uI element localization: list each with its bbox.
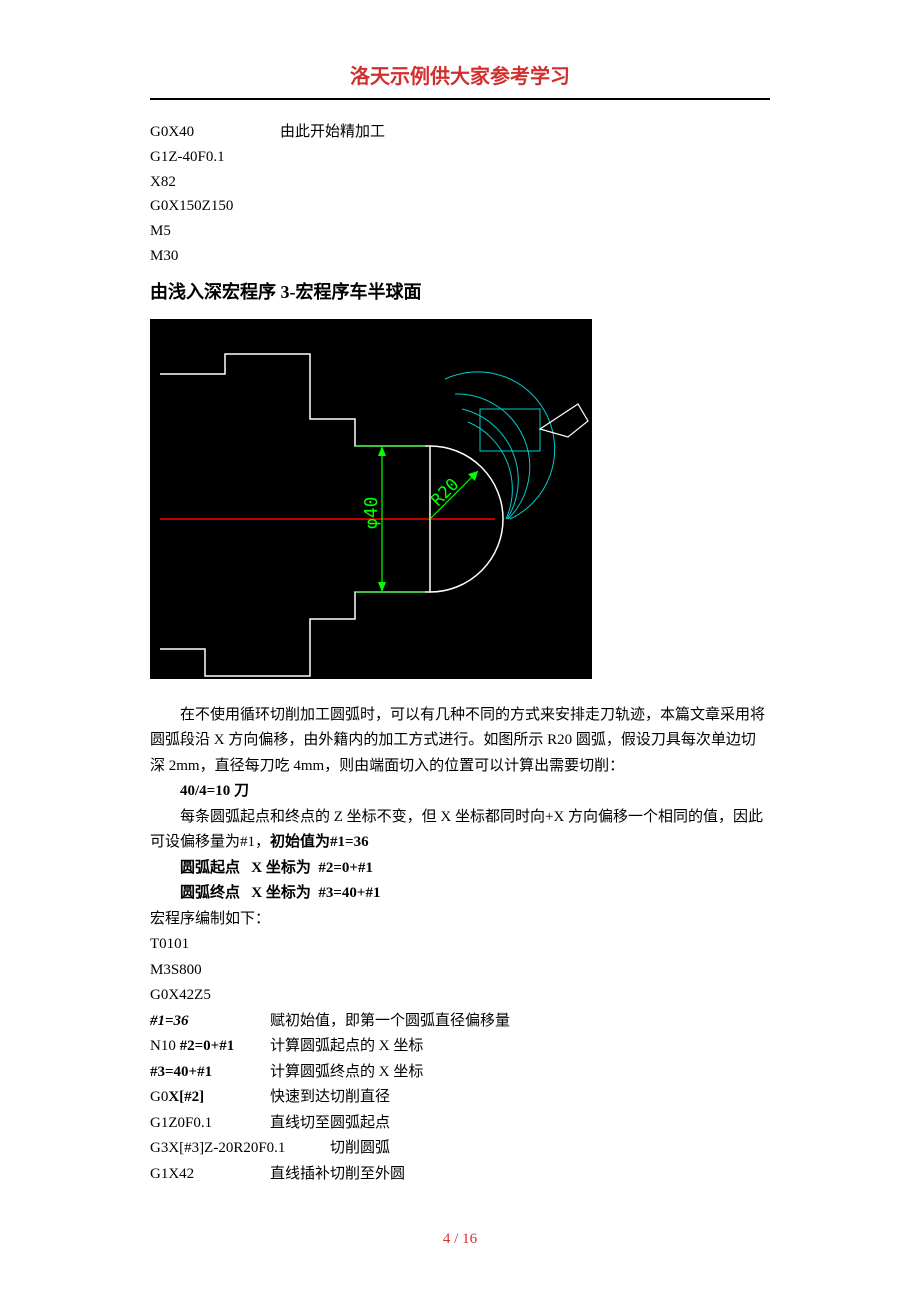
prog-line: G3X[#3]Z-20R20F0.1切削圆弧 — [150, 1136, 770, 1162]
arc-start-line: 圆弧起点 X 坐标为 #2=0+#1 — [150, 856, 770, 882]
code-line: M30 — [150, 244, 770, 269]
prog-line: G0X[#2]快速到达切削直径 — [150, 1085, 770, 1111]
formula-line: 40/4=10 刀 — [150, 779, 770, 805]
arc-end-line: 圆弧终点 X 坐标为 #3=40+#1 — [150, 881, 770, 907]
svg-text:φ40: φ40 — [361, 497, 382, 530]
prog-intro: 宏程序编制如下： — [150, 907, 770, 933]
code-cmd: G1Z-40F0.1 — [150, 149, 225, 165]
prog-line: G1X42直线插补切削至外圆 — [150, 1162, 770, 1188]
code-comment: 由此开始精加工 — [280, 124, 385, 140]
code-block-top: G0X40由此开始精加工 G1Z-40F0.1 X82 G0X150Z150 M… — [150, 120, 770, 269]
code-cmd: G0X40 — [150, 120, 280, 145]
code-cmd: G0X150Z150 — [150, 198, 233, 214]
code-line: M5 — [150, 219, 770, 244]
prog-line: N10 #2=0+#1计算圆弧起点的 X 坐标 — [150, 1034, 770, 1060]
prog-line: #3=40+#1计算圆弧终点的 X 坐标 — [150, 1060, 770, 1086]
prog-line: #1=36赋初始值，即第一个圆弧直径偏移量 — [150, 1009, 770, 1035]
page-footer: 4 / 16 — [150, 1227, 770, 1253]
code-cmd: X82 — [150, 174, 176, 190]
prog-line: G1Z0F0.1直线切至圆弧起点 — [150, 1111, 770, 1137]
code-cmd: M30 — [150, 248, 178, 264]
cad-diagram: φ40 R20 — [150, 319, 592, 679]
prog-line: G0X42Z5 — [150, 983, 770, 1009]
code-cmd: M5 — [150, 223, 171, 239]
prog-line: M3S800 — [150, 958, 770, 984]
page-total: 16 — [462, 1231, 477, 1247]
paragraph: 在不使用循环切削加工圆弧时，可以有几种不同的方式来安排走刀轨迹，本篇文章采用将圆… — [150, 703, 770, 780]
program-block: T0101 M3S800 G0X42Z5 #1=36赋初始值，即第一个圆弧直径偏… — [150, 932, 770, 1187]
code-line: G1Z-40F0.1 — [150, 145, 770, 170]
section-title: 由浅入深宏程序 3-宏程序车半球面 — [150, 277, 770, 308]
code-line: G0X40由此开始精加工 — [150, 120, 770, 145]
paragraph: 每条圆弧起点和终点的 Z 坐标不变，但 X 坐标都同时向+X 方向偏移一个相同的… — [150, 805, 770, 856]
header-title: 洛天示例供大家参考学习 — [350, 66, 570, 88]
code-line: X82 — [150, 170, 770, 195]
page-header: 洛天示例供大家参考学习 — [150, 60, 770, 100]
prog-line: T0101 — [150, 932, 770, 958]
code-line: G0X150Z150 — [150, 194, 770, 219]
